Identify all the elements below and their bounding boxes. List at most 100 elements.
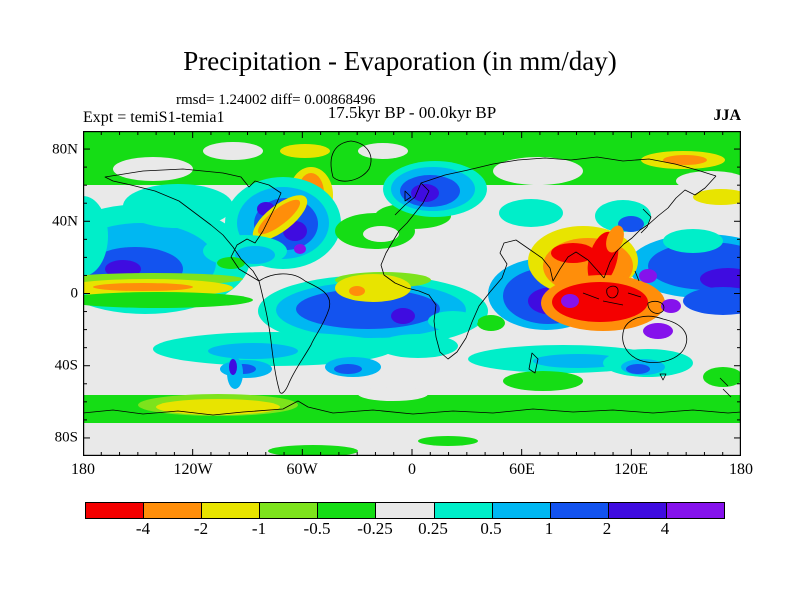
colorbar-segment — [260, 503, 319, 518]
philippines-strong-surplus — [639, 269, 657, 283]
anomaly-region — [391, 308, 415, 324]
anomaly-region — [349, 286, 365, 296]
anomaly-region — [208, 343, 298, 359]
coastline — [258, 273, 331, 394]
lon-label: 60W — [286, 461, 318, 478]
coastline — [330, 140, 372, 182]
anomaly-region — [123, 184, 233, 228]
colorbar-segment — [608, 503, 667, 518]
anomaly-fields — [40, 131, 778, 457]
coastline — [659, 373, 667, 381]
coastline — [82, 400, 742, 416]
anomaly-region — [294, 244, 306, 254]
anomaly-region — [626, 364, 650, 374]
colorbar-level-label: 2 — [602, 519, 612, 538]
anomaly-region — [63, 292, 253, 308]
colorbar — [85, 502, 725, 519]
colorbar-level-label: -1 — [251, 519, 267, 538]
anomaly-region — [533, 354, 623, 368]
colorbar-level-label: 0.5 — [480, 519, 502, 538]
colorbar-segment — [492, 503, 551, 518]
coastline — [528, 352, 539, 374]
colorbar-level-label: 0.25 — [418, 519, 448, 538]
japan-surplus — [618, 216, 644, 232]
se-pacific-60s-deficit — [156, 399, 280, 415]
anomaly-region — [358, 387, 428, 401]
lat-label: 40S — [54, 357, 78, 374]
anomaly-region — [477, 315, 505, 331]
anomaly-region — [428, 311, 478, 331]
anomaly-region — [268, 445, 358, 457]
rmsd-diff-stats: rmsd= 1.24002 diff= 0.00868496 — [176, 92, 376, 108]
anomaly-region — [661, 299, 681, 313]
season-label: JJA — [713, 107, 741, 124]
colorbar-segment — [434, 503, 493, 518]
nw-australia-strong-surplus — [643, 323, 673, 339]
map-frame — [40, 130, 778, 457]
anomaly-region — [418, 436, 478, 446]
colorbar-segment — [144, 503, 203, 518]
anomaly-region — [663, 229, 723, 253]
coastline — [404, 190, 412, 202]
coastline — [104, 168, 282, 282]
colorbar-level-label: -4 — [135, 519, 151, 538]
lon-label: 120W — [173, 461, 213, 478]
page-title: Precipitation - Evaporation (in mm/day) — [183, 46, 617, 76]
anomaly-region — [93, 283, 193, 291]
coastline — [582, 292, 642, 306]
colorbar-level-label: -0.25 — [357, 519, 393, 538]
anomaly-region — [358, 143, 408, 159]
colorbar-segment — [202, 503, 261, 518]
lat-label: 40N — [52, 213, 78, 230]
lon-label: 180 — [729, 461, 753, 478]
anomaly-region — [663, 155, 707, 165]
coastline — [719, 377, 732, 398]
lon-label: 60E — [509, 461, 535, 478]
coastline — [420, 156, 717, 184]
colorbar-segment — [376, 503, 435, 518]
anomaly-region — [113, 157, 193, 181]
us-east-coast-deficit — [257, 199, 301, 235]
coastline — [606, 285, 619, 299]
coastline — [380, 182, 605, 360]
lon-label: 120E — [614, 461, 648, 478]
anomaly-region — [693, 189, 749, 205]
colorbar-segment — [550, 503, 609, 518]
map-border — [83, 131, 741, 456]
gulf-of-guinea-deficit — [335, 274, 411, 302]
colorbar-level-label: 1 — [544, 519, 554, 538]
anomaly-region — [503, 371, 583, 391]
coastlines — [82, 140, 742, 416]
colorbar-level-label: 4 — [660, 519, 670, 538]
anomaly-region — [561, 294, 579, 308]
colorbar-level-label: -0.5 — [303, 519, 331, 538]
colorbar-level-label: -2 — [193, 519, 209, 538]
india-deficit — [551, 243, 595, 263]
coastline — [622, 315, 688, 363]
anomaly-region — [203, 142, 263, 160]
period-label: 17.5kyr BP - 00.0kyr BP — [327, 103, 497, 122]
anomaly-region — [229, 359, 237, 375]
colorbar-segment — [318, 503, 377, 518]
colorbar-segment — [86, 503, 145, 518]
new-zealand-green — [703, 367, 743, 387]
gulf-of-mexico-surplus — [235, 246, 275, 264]
coastline — [634, 270, 640, 282]
lat-label: 0 — [70, 285, 79, 302]
lon-label: 0 — [408, 461, 416, 478]
anomaly-region — [280, 144, 330, 158]
anomaly-region — [217, 257, 245, 269]
anomaly-region — [411, 184, 439, 202]
anomaly-region — [378, 334, 458, 358]
coastline — [640, 208, 652, 234]
coastline — [603, 175, 717, 279]
siberia-neutral — [493, 157, 583, 185]
anomaly-region — [499, 199, 563, 227]
colorbar-segment — [666, 503, 725, 518]
coastline — [647, 301, 665, 314]
anomaly-region — [334, 364, 362, 374]
anomaly-region — [606, 225, 624, 253]
lat-label: 80N — [52, 141, 78, 158]
experiment-label: Expt = temiS1-temia1 — [83, 109, 225, 126]
lon-label: 180 — [71, 461, 95, 478]
